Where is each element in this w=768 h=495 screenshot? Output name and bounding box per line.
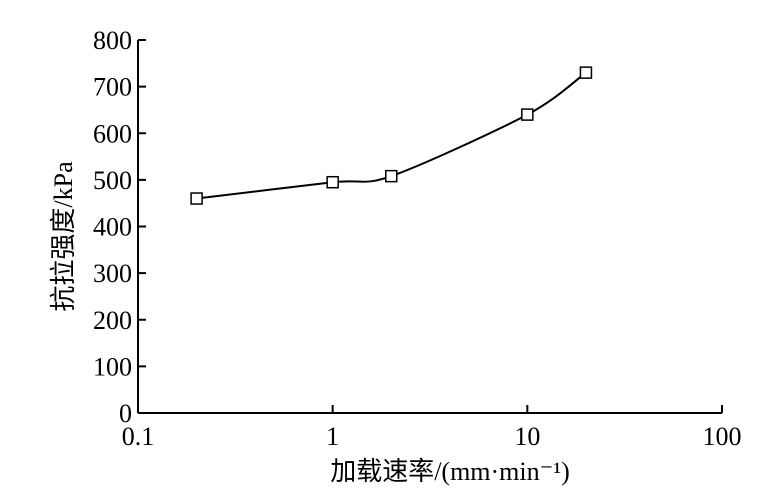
x-ticks: 0.1 1 10 100	[122, 405, 742, 451]
data-point	[521, 108, 534, 121]
axes	[137, 40, 722, 414]
x-axis-title: 加载速率/(mm·min⁻¹)	[330, 457, 570, 486]
x-tick-label: 1	[326, 422, 339, 451]
y-tick-label: 500	[93, 166, 132, 195]
x-tick-label: 100	[703, 422, 742, 451]
y-tick-label: 600	[93, 119, 132, 148]
y-ticks: 0 100 200 300 400 500 600 700 800	[93, 26, 146, 428]
y-tick-label: 700	[93, 73, 132, 102]
data-point	[385, 169, 398, 183]
y-tick-label: 300	[93, 259, 132, 288]
data-point	[190, 192, 203, 205]
data-point	[579, 66, 593, 79]
y-tick-label: 0	[119, 399, 132, 428]
y-tick-label: 400	[93, 213, 132, 242]
series	[190, 66, 593, 205]
x-tick-label: 10	[514, 422, 540, 451]
y-tick-label: 100	[93, 352, 132, 381]
y-axis-title: 抗拉强度/kPa	[49, 161, 78, 312]
data-point	[326, 175, 339, 189]
x-tick-label: 0.1	[122, 422, 155, 451]
y-tick-label: 800	[93, 26, 132, 55]
y-tick-label: 200	[93, 306, 132, 335]
